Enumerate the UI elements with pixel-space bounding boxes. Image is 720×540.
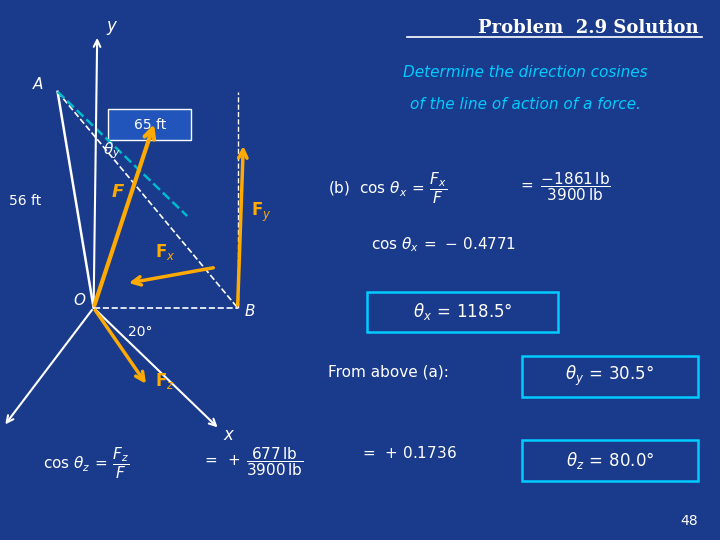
Text: $\theta_x\,=\,118.5°$: $\theta_x\,=\,118.5°$ [413,301,513,322]
Text: $\cos\,\theta_z\,=\,\dfrac{F_z}{F}$: $\cos\,\theta_z\,=\,\dfrac{F_z}{F}$ [43,446,130,481]
Text: (b)  $\cos\,\theta_x\,=\,\dfrac{F_x}{F}$: (b) $\cos\,\theta_x\,=\,\dfrac{F_x}{F}$ [328,170,447,206]
Text: F: F [112,183,124,201]
Text: B: B [245,304,256,319]
Text: A: A [32,77,42,92]
FancyBboxPatch shape [522,440,698,481]
Text: $\theta_y$: $\theta_y$ [103,140,120,160]
Text: x: x [223,426,233,444]
Text: $=\,+\,0.1736$: $=\,+\,0.1736$ [360,446,456,462]
Text: $\theta_y\,=\,30.5°$: $\theta_y\,=\,30.5°$ [565,364,654,388]
Text: $\theta_z\,=\,80.0°$: $\theta_z\,=\,80.0°$ [566,450,654,470]
Text: 65 ft: 65 ft [134,118,166,132]
Text: 20°: 20° [128,325,153,339]
Text: 48: 48 [681,514,698,528]
Text: y: y [107,17,117,35]
FancyBboxPatch shape [522,356,698,397]
FancyBboxPatch shape [367,292,558,332]
Text: From above (a):: From above (a): [328,364,449,380]
Text: $=\;\dfrac{-1861\,\mathrm{lb}}{3900\,\mathrm{lb}}$: $=\;\dfrac{-1861\,\mathrm{lb}}{3900\,\ma… [518,170,611,203]
Text: 56 ft: 56 ft [9,194,41,208]
Text: of the line of action of a force.: of the line of action of a force. [410,97,641,112]
Text: $\mathbf{F}_y$: $\mathbf{F}_y$ [251,201,271,224]
Text: Determine the direction cosines: Determine the direction cosines [403,65,648,80]
Text: $=\;+\,\dfrac{677\,\mathrm{lb}}{3900\,\mathrm{lb}}$: $=\;+\,\dfrac{677\,\mathrm{lb}}{3900\,\m… [202,446,303,478]
Text: Problem  2.9 Solution: Problem 2.9 Solution [478,19,698,37]
Text: $\mathbf{F}_z$: $\mathbf{F}_z$ [155,371,175,391]
Text: O: O [73,293,86,308]
Text: $\mathbf{F}_x$: $\mathbf{F}_x$ [155,241,175,261]
FancyBboxPatch shape [108,109,191,140]
Text: $\cos\,\theta_x\,=\,-\,0.4771$: $\cos\,\theta_x\,=\,-\,0.4771$ [371,235,516,254]
